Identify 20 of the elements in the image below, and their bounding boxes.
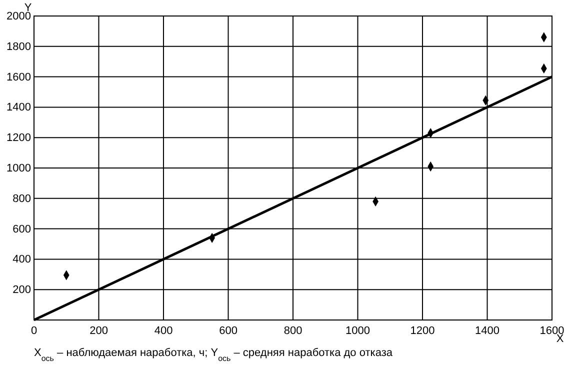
y-tick-label: 1800 xyxy=(6,40,31,53)
y-tick-label: 1600 xyxy=(6,71,31,84)
x-tick-label: 200 xyxy=(90,324,108,337)
text: X$_{ось}$ – наблюдаемая наработка, ч; Y$_{ось}$ – средняя наработка до отказа xyxy=(34,347,394,362)
x-tick-label: 1400 xyxy=(475,324,500,337)
x-axis-title: X xyxy=(556,333,564,345)
y-tick-label: 800 xyxy=(12,192,31,205)
y-tick-label: 2000 xyxy=(6,10,31,23)
y-tick-label: 200 xyxy=(12,284,31,296)
x-tick-label: 1000 xyxy=(346,324,370,337)
y-tick-label: 1400 xyxy=(6,102,31,114)
x-tick-label: 800 xyxy=(284,324,302,337)
y-tick-label: 1200 xyxy=(6,132,31,144)
y-tick-label: 400 xyxy=(12,254,31,266)
x-tick-label: 600 xyxy=(219,324,238,337)
x-tick-label: 400 xyxy=(154,324,173,337)
x-tick-label: 1200 xyxy=(410,324,435,337)
x-tick-label: 0 xyxy=(30,324,38,337)
y-tick-label: 1000 xyxy=(6,162,31,175)
y-tick-label: 600 xyxy=(12,223,31,236)
